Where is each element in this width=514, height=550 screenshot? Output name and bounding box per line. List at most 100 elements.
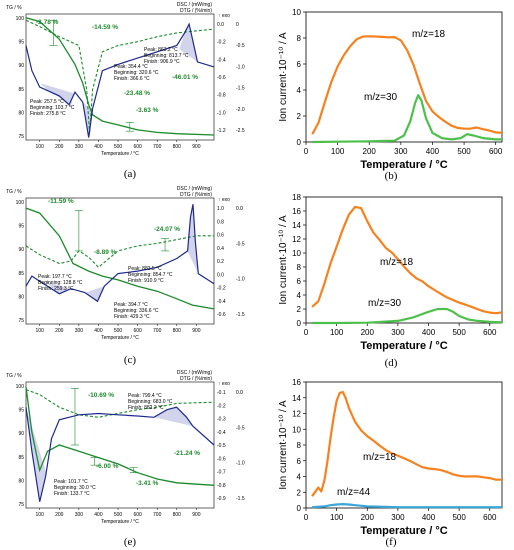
y-tick-label: 10 <box>292 249 301 258</box>
x-tick-label: 400 <box>422 328 436 337</box>
dsc-tick-label: -0.2 <box>217 286 226 292</box>
series-label: m/z=30 <box>368 298 402 309</box>
x-tick-label: 400 <box>94 328 103 334</box>
tg-tick-label: 100 <box>16 200 25 206</box>
peak-annotation: Beginning: 320.6 °C <box>114 70 159 76</box>
mass-loss-label: -21.24 % <box>174 450 200 457</box>
mass-loss-label: -3.63 % <box>136 107 159 114</box>
x-tick-label: 900 <box>192 144 201 150</box>
series-line-mz44 <box>312 503 502 509</box>
x-tick-label: 100 <box>330 328 344 337</box>
peak-annotation: Beginning: 854.7 °C <box>128 272 173 278</box>
y-tick-label: 8 <box>297 441 302 450</box>
y-tick-label: 4 <box>297 291 302 300</box>
mass-loss-label: -24.07 % <box>154 226 180 233</box>
x-axis-title: Temperature / °C <box>360 525 447 537</box>
x-tick-label: 500 <box>452 513 466 522</box>
x-tick-label: 500 <box>114 512 123 518</box>
x-tick-label: 300 <box>75 144 84 150</box>
x-tick-label: 600 <box>133 328 142 334</box>
dsc-tick-label: -0.4 <box>217 57 226 63</box>
series-label: m/z=18 <box>380 257 414 268</box>
y-tick-label: 6 <box>297 457 302 466</box>
x-axis-title: Temperature / °C <box>101 519 139 525</box>
x-tick-label: 500 <box>114 144 123 150</box>
ms-chart-d: 0 100 200 300 400 500 600 0 2 4 6 8 10 12 14 16 18 Temper… <box>278 193 503 352</box>
series-label: m/z=18 <box>363 452 397 463</box>
tg-tick-label: 90 <box>18 63 24 69</box>
series-line-mz18 <box>311 35 503 135</box>
dsc-tick-label: -0.3 <box>217 417 226 423</box>
tg-curve <box>25 386 215 486</box>
series-label: m/z=18 <box>412 29 446 40</box>
dsc-axis-title: DSC / (mW/mg) <box>177 186 213 192</box>
dsc-tick-label: -0.5 <box>217 443 226 449</box>
y-tick-label: 2 <box>297 305 302 314</box>
dtg-tick-label: -2.5 <box>236 128 245 134</box>
dsc-tick-label: 0.8 <box>217 219 224 225</box>
peak-annotation: Peak: 883.5 °C <box>128 266 162 272</box>
tg-tick-label: 95 <box>18 408 24 414</box>
tg-axis-title: TG / % <box>6 189 22 195</box>
x-tick-label: 300 <box>75 512 84 518</box>
mass-loss-label: -11.59 % <box>48 198 74 205</box>
dsc-tick-label: -0.7 <box>217 470 226 476</box>
tg-tick-label: 75 <box>18 502 24 508</box>
dsc-axis-title: DSC / (mW/mg) <box>177 370 213 376</box>
x-tick-label: 100 <box>36 328 45 334</box>
x-tick-label: 300 <box>391 328 405 337</box>
dsc-tick-label: -1.0 <box>217 110 226 116</box>
x-tick-label: 100 <box>331 147 345 156</box>
x-tick-label: 500 <box>452 328 466 337</box>
y-axis-title: Ion current·10⁻¹⁰ / A <box>278 215 289 305</box>
tg-tick-label: 85 <box>18 87 24 93</box>
x-tick-label: 600 <box>483 513 497 522</box>
mass-loss-label: -6.00 % <box>96 463 119 470</box>
x-tick-label: 400 <box>426 147 440 156</box>
dtg-tick-label: -2.0 <box>236 107 245 113</box>
tg-tick-label: 80 <box>18 478 24 484</box>
y-tick-label: 6 <box>297 277 302 286</box>
dsc-tick-label: -0.6 <box>217 312 226 318</box>
peak-annotation: Finish: 906.9 °C <box>144 59 180 65</box>
dsc-tick-label: 1.0 <box>217 206 224 212</box>
peak-annotation: Beginning: 813.7 °C <box>144 53 189 59</box>
dsc-tick-label: -0.6 <box>217 75 226 81</box>
dtg-tick-label: -0.5 <box>236 425 245 431</box>
x-tick-label: 800 <box>173 144 182 150</box>
tg-tick-label: 95 <box>18 224 24 230</box>
panel-b: 0 100 200 300 400 500 600 0 2 4 6 8 10 Temperature / … <box>260 0 514 180</box>
mass-loss-label: -10.69 % <box>88 392 114 399</box>
series-line-mz30 <box>312 94 502 144</box>
plot-frame <box>305 196 503 324</box>
x-tick-label: 500 <box>114 328 123 334</box>
tg-tick-label: 95 <box>18 40 24 46</box>
y-tick-label: 4 <box>297 86 302 95</box>
dtg-tick-label: -1.0 <box>236 461 245 467</box>
dsc-curve <box>25 406 215 502</box>
dtg-tick-label: -1.5 <box>236 86 245 92</box>
peak-area-shade <box>45 281 71 294</box>
peak-annotation: Finish: 882.2 °C <box>128 405 164 411</box>
dsc-axis-title: DSC / (mW/mg) <box>177 2 213 8</box>
x-tick-label: 400 <box>422 513 436 522</box>
dsc-tick-label: -0.2 <box>217 403 226 409</box>
dtg-tick-label: -1.5 <box>236 496 245 502</box>
x-tick-label: 300 <box>75 328 84 334</box>
x-tick-label: 600 <box>133 144 142 150</box>
y-tick-label: 12 <box>292 235 301 244</box>
y-tick-label: 14 <box>292 221 301 230</box>
mass-loss-label: -2.78 % <box>36 19 59 26</box>
ms-chart-f: 0 100 200 300 400 500 600 0 2 4 6 8 10 12 14 16 Temperat… <box>278 378 503 537</box>
dsc-tick-label: -0.8 <box>217 93 226 99</box>
dtg-tick-label: 0.0 <box>236 390 243 396</box>
tg-tick-label: 80 <box>18 294 24 300</box>
dtg-tick-label: -1.0 <box>236 277 245 283</box>
x-tick-label: 700 <box>153 144 162 150</box>
dtg-curve <box>25 389 215 418</box>
series-label: m/z=30 <box>364 92 398 103</box>
x-axis-title: Temperature / °C <box>101 151 139 157</box>
series-line-mz18 <box>311 205 503 315</box>
plot-frame <box>25 13 215 141</box>
exo-label: ↑ exo <box>218 197 230 203</box>
